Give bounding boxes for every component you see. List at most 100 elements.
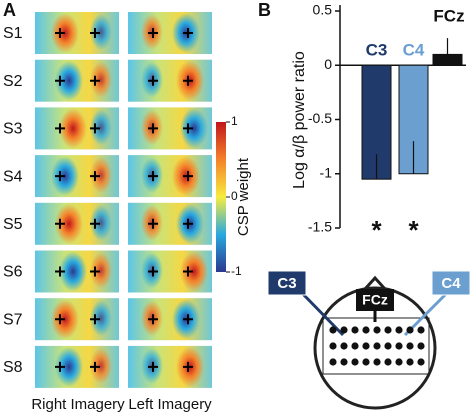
cross xyxy=(183,75,193,86)
electrode xyxy=(395,326,403,334)
cross xyxy=(55,28,65,38)
topo-blob xyxy=(90,61,112,98)
cross xyxy=(148,75,158,86)
electrode-label: FCz xyxy=(362,292,388,308)
column-label: Right Imagery xyxy=(31,396,125,413)
y-tick-label: -1.5 xyxy=(308,219,332,235)
cross xyxy=(90,361,100,372)
electrode xyxy=(373,342,381,350)
category-label: C4 xyxy=(403,40,425,59)
cross xyxy=(90,266,100,277)
cross xyxy=(90,218,100,229)
electrode xyxy=(417,326,425,334)
significance: * xyxy=(408,215,419,245)
topo-blob xyxy=(59,251,87,292)
cross xyxy=(148,266,158,277)
nose xyxy=(363,275,387,291)
cross xyxy=(55,361,65,372)
y-tick-label: -1 xyxy=(320,164,333,180)
colorbar-tick-label: 1 xyxy=(231,114,238,128)
column-label: Left Imagery xyxy=(128,396,212,413)
electrode xyxy=(362,326,370,334)
electrode xyxy=(373,326,381,334)
electrode xyxy=(351,358,359,366)
electrode-label: C3 xyxy=(277,275,296,292)
electrode xyxy=(351,326,359,334)
cross xyxy=(55,171,65,182)
subject-label: S8 xyxy=(3,359,23,376)
cross xyxy=(55,218,65,229)
colorbar-label: CSP weight xyxy=(235,157,252,236)
topo-blob xyxy=(59,108,87,149)
topo-blob xyxy=(90,204,112,241)
topo-blob xyxy=(180,251,208,292)
electrode xyxy=(329,358,337,366)
topo-blob xyxy=(55,60,83,101)
topo-blob xyxy=(90,109,112,146)
cross xyxy=(55,123,65,134)
electrode xyxy=(384,342,392,350)
electrode xyxy=(362,342,370,350)
topo-blob xyxy=(55,203,83,244)
electrode xyxy=(362,358,370,366)
label-box xyxy=(267,270,307,296)
cross xyxy=(148,314,158,325)
cross xyxy=(183,171,193,182)
label-box xyxy=(356,289,394,311)
subject-label: S7 xyxy=(3,311,23,328)
bar xyxy=(432,53,463,66)
electrode xyxy=(417,358,425,366)
electrode xyxy=(395,358,403,366)
y-tick-label: -0.5 xyxy=(308,110,332,126)
topo-blob xyxy=(90,347,112,384)
electrode xyxy=(406,358,414,366)
cross xyxy=(183,28,193,38)
electrode xyxy=(395,342,403,350)
cross xyxy=(148,28,158,38)
electrode xyxy=(329,326,337,334)
y-tick-label: 0.5 xyxy=(313,2,333,18)
connector xyxy=(297,288,345,337)
cross xyxy=(183,123,193,134)
panel-label: A xyxy=(3,0,16,20)
label-box xyxy=(431,270,471,296)
cross xyxy=(90,123,100,134)
colorbar-tick-label: -1 xyxy=(231,264,242,278)
cross xyxy=(90,75,100,86)
electrode xyxy=(406,342,414,350)
topo-blob xyxy=(90,300,112,337)
cross xyxy=(148,361,158,372)
electrode xyxy=(329,342,337,350)
cross xyxy=(183,361,193,372)
topo-blob xyxy=(90,157,112,194)
y-tick-label: 0 xyxy=(324,56,332,72)
electrode xyxy=(384,358,392,366)
electrode xyxy=(417,342,425,350)
subject-label: S3 xyxy=(3,121,23,138)
cross xyxy=(90,171,100,182)
topo-blob xyxy=(90,14,112,50)
subject-label: S6 xyxy=(3,264,23,281)
electrode xyxy=(373,358,381,366)
category-label: C3 xyxy=(366,40,388,59)
colorbar xyxy=(216,122,226,272)
subject-label: S4 xyxy=(3,168,23,185)
subject-label: S1 xyxy=(3,25,23,42)
category-label: FCz xyxy=(433,6,464,25)
electrode-label: C4 xyxy=(441,275,461,292)
electrode xyxy=(406,326,414,334)
y-axis-label: Log α/β power ratio xyxy=(291,51,308,189)
cross xyxy=(55,266,65,277)
cross xyxy=(183,266,193,277)
colorbar-tick-label: 0 xyxy=(231,189,238,203)
electrode xyxy=(384,326,392,334)
topo-blob xyxy=(90,252,112,289)
cross xyxy=(90,314,100,325)
cross xyxy=(148,218,158,229)
electrode xyxy=(340,326,348,334)
cross xyxy=(55,75,65,86)
significance: * xyxy=(371,215,382,245)
cross xyxy=(183,314,193,325)
cross xyxy=(148,171,158,182)
